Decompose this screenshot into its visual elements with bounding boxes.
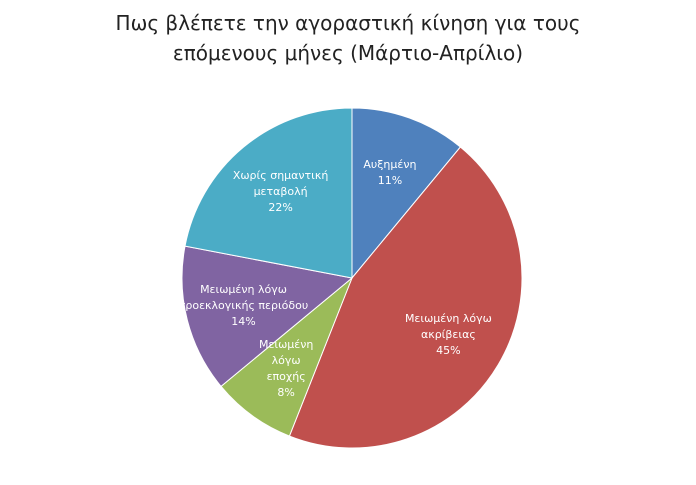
slice-label: Μειωμένη λόγω προεκλογικής περιόδου 14% xyxy=(179,282,309,330)
chart-title: Πως βλέπετε την αγοραστική κίνηση για το… xyxy=(115,11,581,65)
slice-name: Μειωμένη λόγω ακρίβειας xyxy=(404,312,492,341)
slice-label: Χωρίς σημαντική μεταβολή 22% xyxy=(226,168,336,216)
slice-label: Μειωμένη λόγω εποχής 8% xyxy=(251,337,321,401)
pie-slice xyxy=(184,107,353,279)
pie-slice xyxy=(288,146,523,449)
slice-label: Αυξημένη 11% xyxy=(345,157,435,189)
slice-label: Μειωμένη λόγω ακρίβειας 45% xyxy=(393,311,503,359)
pie-slice xyxy=(351,107,462,280)
slice-percent: 11% xyxy=(377,173,403,187)
slice-name: Μειωμένη λόγω προεκλογικής περιόδου xyxy=(178,282,309,312)
slice-percent: 45% xyxy=(436,344,461,357)
slice-percent: 8% xyxy=(277,385,295,399)
pie-slice xyxy=(181,245,354,388)
slice-percent: 22% xyxy=(268,200,293,214)
slice-percent: 14% xyxy=(231,314,256,328)
slice-name: Αυξημένη xyxy=(363,157,417,171)
slice-name: Χωρίς σημαντική μεταβολή xyxy=(232,168,329,198)
slice-name: Μειωμένη λόγω εποχής xyxy=(258,337,314,383)
